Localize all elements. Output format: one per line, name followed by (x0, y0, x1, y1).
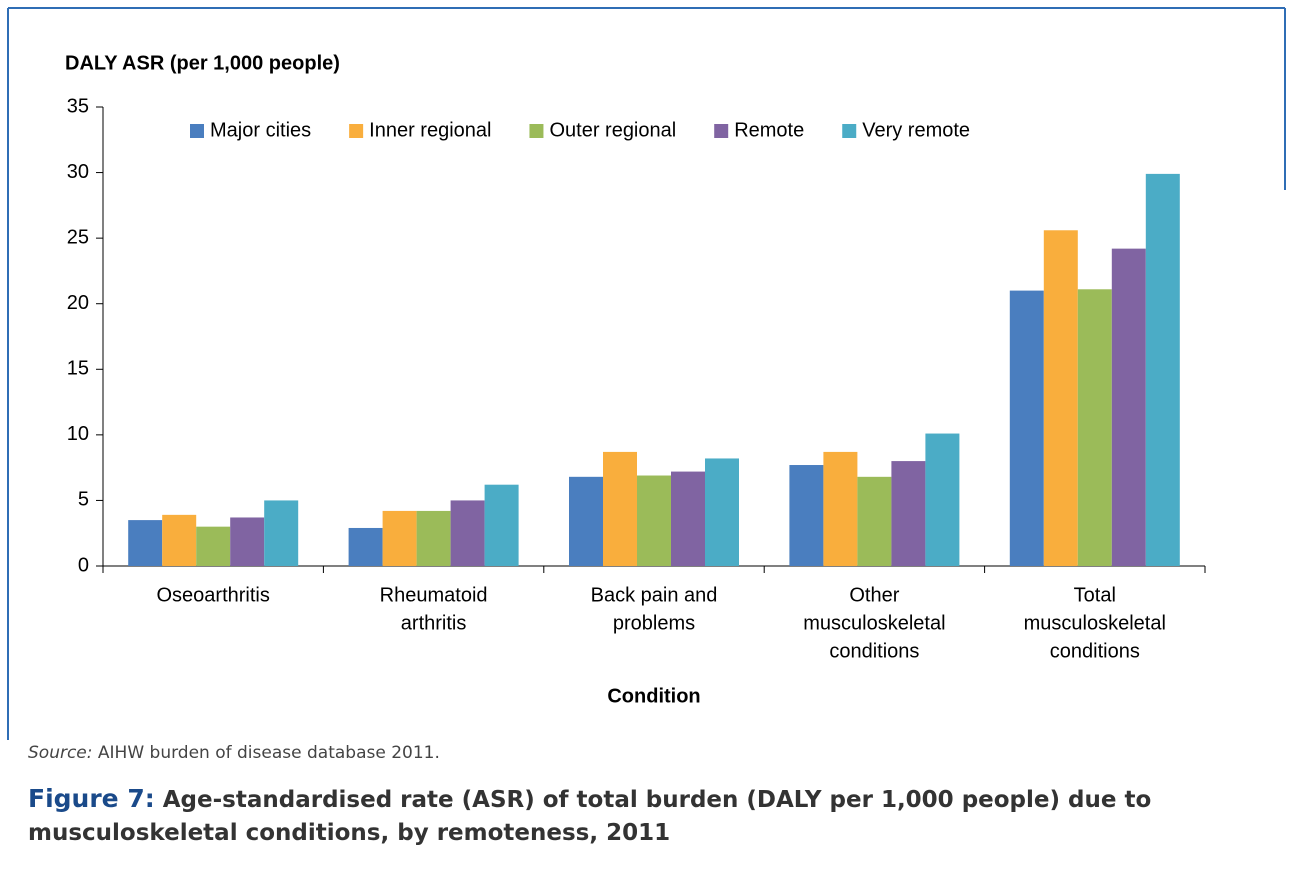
legend-label: Very remote (862, 119, 970, 141)
caption-text: Age-standardised rate (ASR) of total bur… (28, 787, 1152, 846)
bar (603, 451, 637, 566)
bar (230, 517, 265, 566)
y-tick-label: 25 (67, 226, 89, 248)
bar (789, 465, 824, 566)
bar (705, 458, 739, 566)
legend-swatch (190, 124, 204, 138)
caption: Figure 7: Age-standardised rate (ASR) of… (28, 782, 1248, 850)
x-axis-title: Condition (607, 685, 700, 707)
y-tick-label: 5 (78, 489, 89, 511)
y-tick-label: 30 (67, 161, 89, 183)
bar (891, 461, 926, 566)
y-tick-label: 20 (67, 292, 89, 314)
bar (1043, 230, 1078, 566)
legend-swatch (714, 124, 729, 138)
x-tick-label: arthritis (401, 612, 467, 634)
x-tick-label: problems (613, 612, 695, 634)
legend-label: Outer regional (549, 119, 676, 141)
bar (637, 475, 671, 566)
bar (1009, 290, 1044, 566)
legend-label: Inner regional (369, 119, 491, 141)
bar (484, 484, 519, 566)
x-tick-label: Total (1074, 584, 1116, 606)
bar (569, 476, 603, 566)
figure-label: Figure 7: (28, 784, 155, 813)
y-tick-label: 15 (67, 358, 89, 380)
legend-swatch (529, 124, 544, 138)
bar (348, 527, 383, 566)
bar (925, 433, 960, 566)
y-tick-label: 35 (67, 95, 89, 117)
bar (1145, 173, 1180, 566)
legend-label: Remote (734, 119, 804, 141)
x-tick-label: Back pain and (591, 584, 718, 606)
bar (671, 471, 705, 566)
x-tick-label: musculoskeletal (1024, 612, 1166, 634)
x-tick-label: conditions (1050, 640, 1140, 662)
bar (128, 520, 163, 566)
bar (1077, 289, 1112, 566)
source-text: AIHW burden of disease database 2011. (97, 743, 440, 763)
bar (264, 500, 299, 566)
legend-swatch (842, 124, 857, 138)
x-tick-label: Oseoarthritis (157, 584, 270, 606)
legend-label: Major cities (210, 119, 311, 141)
source-label: Source: (28, 743, 93, 763)
chart: DALY ASR (per 1,000 people) Condition 0 5… (7, 7, 1286, 740)
y-tick-label: 10 (67, 423, 89, 445)
x-tick-label: conditions (829, 640, 919, 662)
y-tick-label: 0 (78, 554, 89, 576)
x-tick-label: Other (849, 584, 899, 606)
source: Source: AIHW burden of disease database … (28, 743, 440, 763)
legend-swatch (349, 124, 364, 138)
bar (450, 500, 485, 566)
bar (823, 451, 858, 566)
bar (416, 510, 451, 566)
bar (162, 514, 197, 566)
bar (382, 510, 417, 566)
x-tick-label: Rheumatoid (380, 584, 488, 606)
bar (857, 476, 892, 566)
x-tick-label: musculoskeletal (803, 612, 945, 634)
bar (196, 526, 231, 566)
y-axis-title: DALY ASR (per 1,000 people) (65, 52, 340, 74)
bar (1111, 248, 1146, 567)
